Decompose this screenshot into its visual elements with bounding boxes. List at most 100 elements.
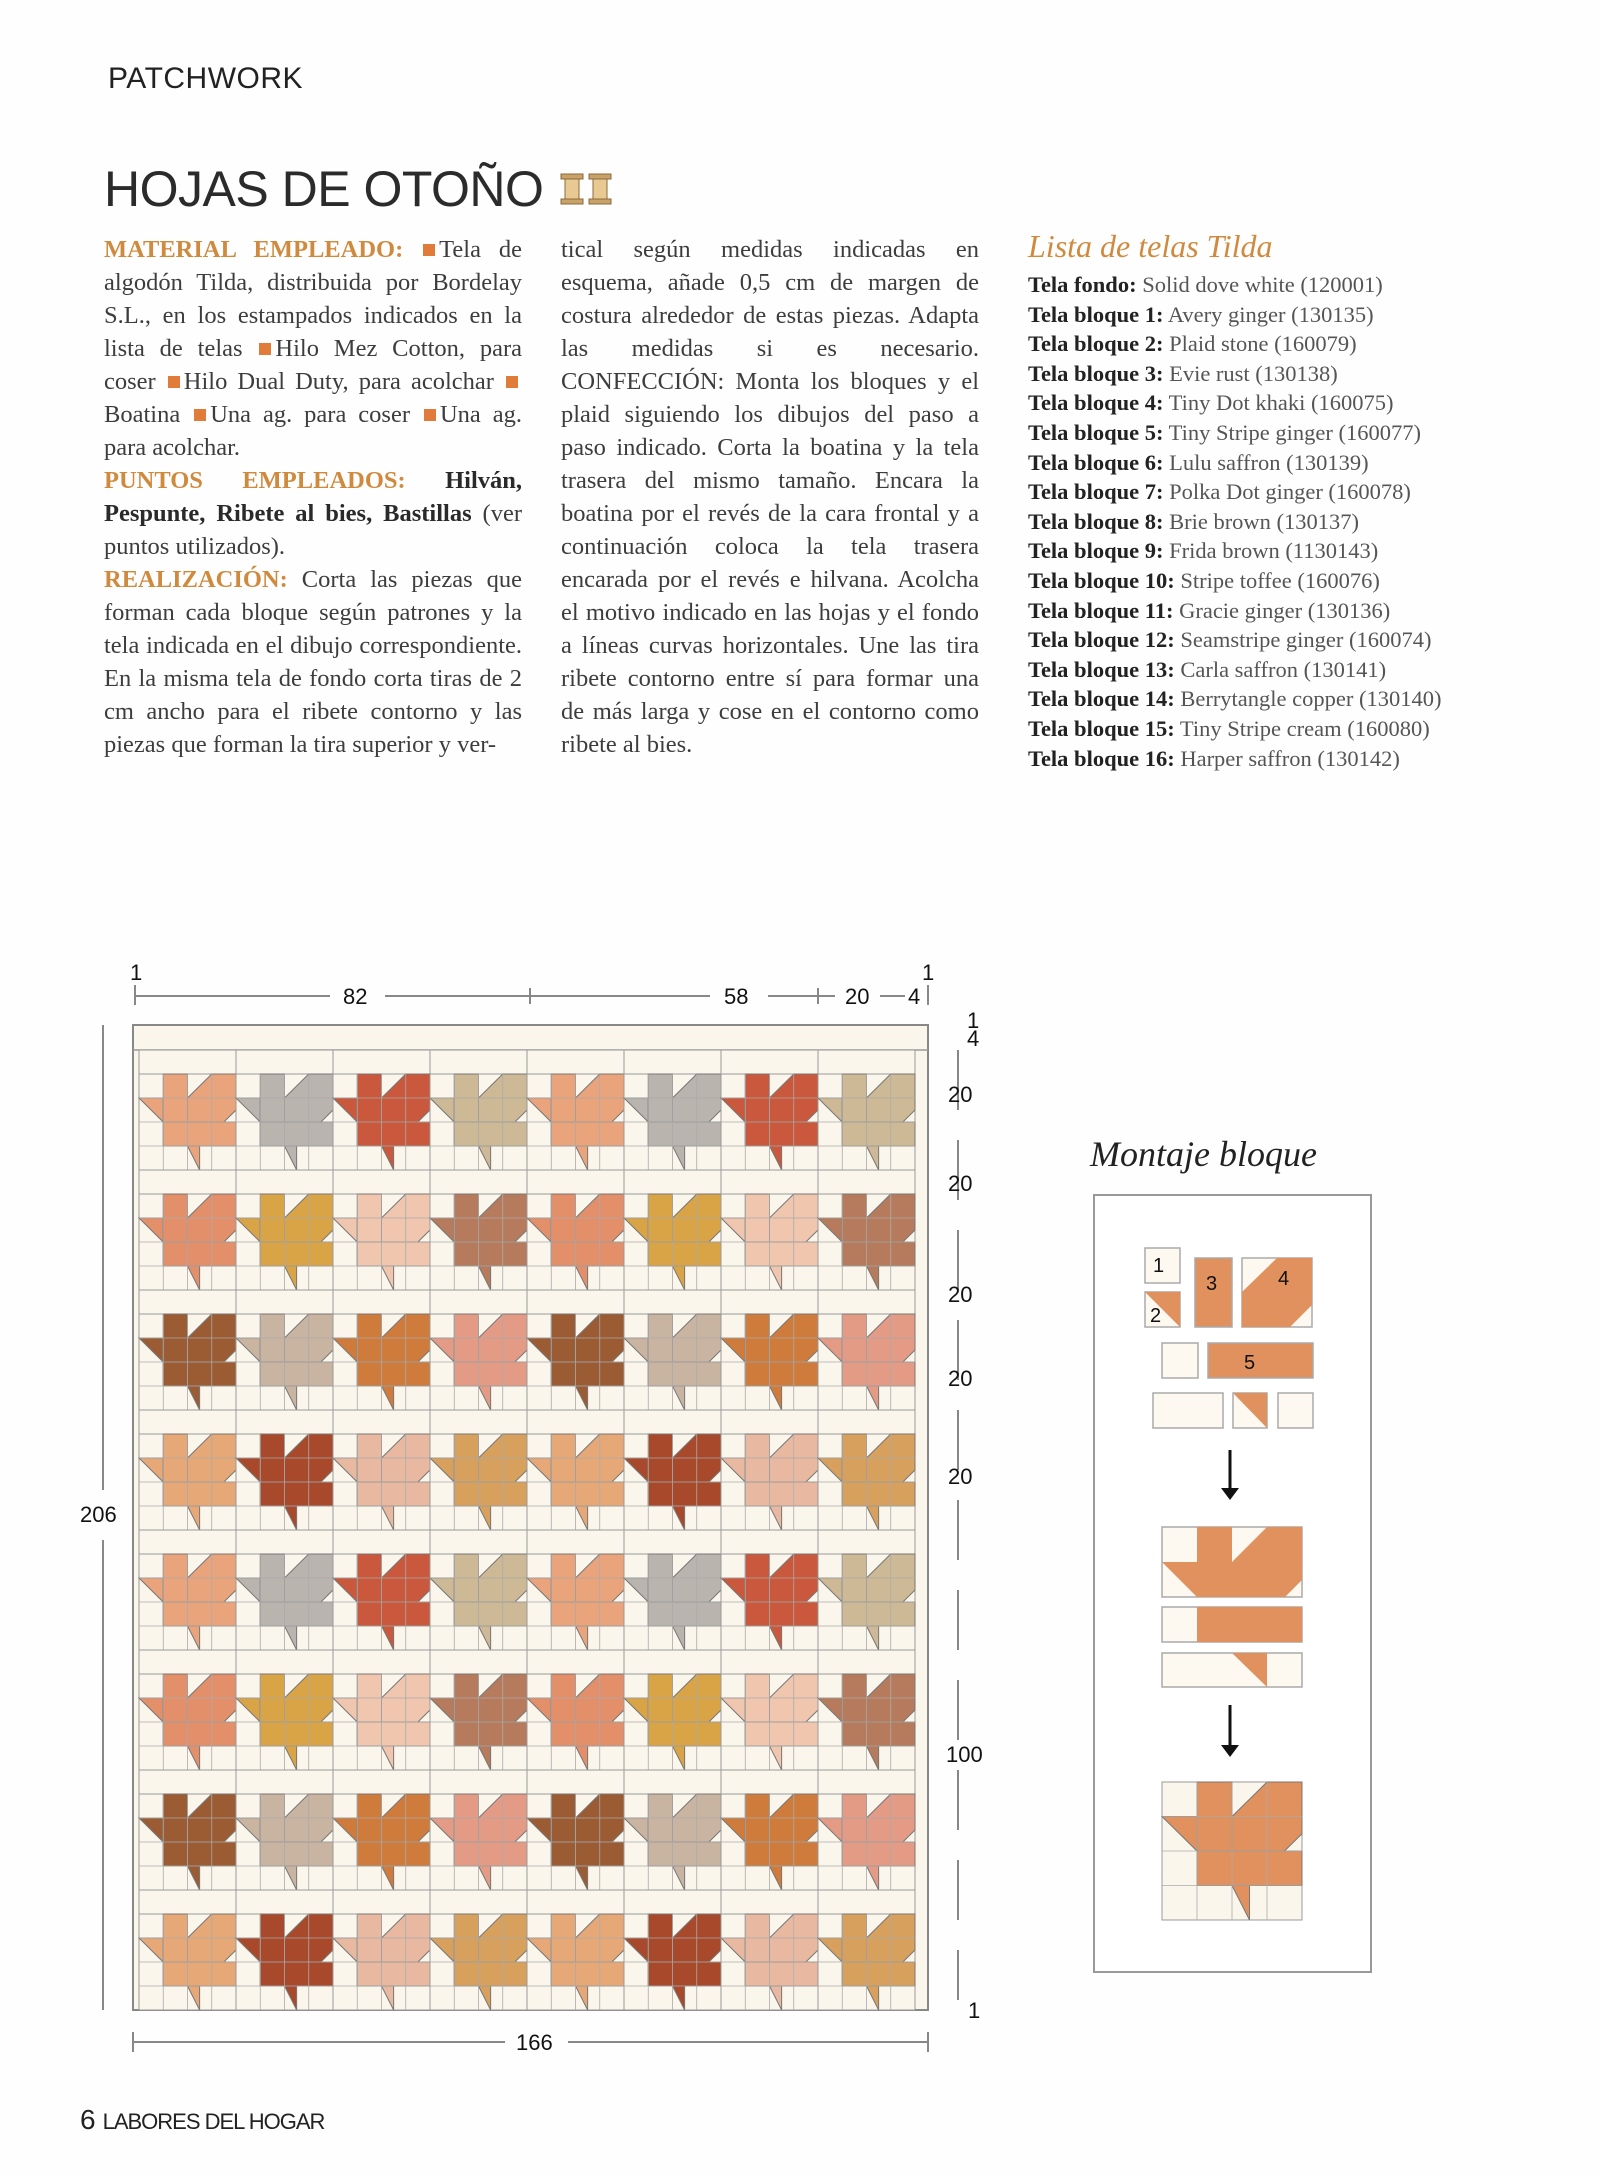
fabric-value: Stripe toffee (160076) — [1180, 567, 1380, 593]
leaf-piece-5 — [647, 1961, 722, 1987]
fabric-value: Avery ginger (130135) — [1167, 301, 1374, 327]
leaf-piece-5 — [744, 1481, 819, 1507]
sashing-strip — [429, 1169, 528, 1195]
dim-top-1b: 1 — [922, 960, 934, 985]
quilt-block — [428, 1409, 528, 1531]
fabric-value: Frida brown (1130143) — [1169, 538, 1379, 564]
fabric-label: Tela bloque 11: — [1028, 597, 1174, 623]
sashing-strip — [720, 1289, 819, 1315]
sashing-strip — [429, 1049, 528, 1075]
leaf-piece-5 — [356, 1961, 431, 1987]
leaf-piece-5 — [356, 1841, 431, 1867]
fabric-item: Tela bloque 11: Gracie ginger (130136) — [1028, 596, 1458, 626]
quilt-diagram — [132, 1024, 929, 2011]
quilt-block — [428, 1169, 528, 1291]
dim-top-58: 58 — [724, 984, 748, 1009]
fabric-label: Tela bloque 15: — [1028, 715, 1175, 741]
sashing-strip — [526, 1169, 625, 1195]
assembled-row-3 — [1161, 1652, 1303, 1688]
leaf-piece-5 — [550, 1601, 625, 1627]
sashing-strip — [817, 1409, 916, 1435]
quilt-block — [816, 1049, 916, 1171]
fabric-item: Tela bloque 9: Frida brown (1130143) — [1028, 536, 1458, 566]
leaf-piece-5 — [744, 1841, 819, 1867]
quilt-block — [525, 1409, 625, 1531]
dim-right: 1 — [967, 1008, 979, 1033]
quilt-block — [622, 1649, 722, 1771]
quilt-block — [234, 1889, 334, 2011]
quilt-block — [622, 1529, 722, 1651]
sashing-strip — [623, 1529, 722, 1555]
quilt-block — [525, 1889, 625, 2011]
piece-number: 3 — [1206, 1273, 1217, 1295]
sashing-strip — [526, 1649, 625, 1675]
quilt-block — [622, 1409, 722, 1531]
sashing-strip — [623, 1649, 722, 1675]
montaje-title: Montaje bloque — [1090, 1134, 1317, 1174]
leaf-piece-5 — [841, 1361, 916, 1387]
leaf-piece-5 — [744, 1961, 819, 1987]
leaf-piece-5 — [550, 1841, 625, 1867]
leaf-piece-5 — [550, 1361, 625, 1387]
quilt-block — [622, 1769, 722, 1891]
dim-bottom-166: 166 — [516, 2030, 553, 2055]
dim-right: 4 — [967, 1026, 979, 1051]
leaf-piece-5 — [647, 1841, 722, 1867]
leaf-piece-5 — [647, 1601, 722, 1627]
fabric-value: Carla saffron (130141) — [1180, 656, 1387, 682]
final-leaf-piece-5 — [1196, 1850, 1303, 1886]
sashing-strip — [138, 1889, 237, 1915]
quilt-block — [331, 1889, 431, 2011]
fabric-item: Tela bloque 8: Brie brown (130137) — [1028, 507, 1458, 537]
leaf-piece-5 — [162, 1241, 237, 1267]
sashing-strip — [623, 1409, 722, 1435]
dim-left-206: 206 — [80, 1502, 117, 1527]
sashing-strip — [235, 1169, 334, 1195]
bullet-square-icon — [423, 244, 436, 256]
quilt-block — [719, 1889, 819, 2011]
quilt-block — [816, 1769, 916, 1891]
leaf-piece-5 — [453, 1121, 528, 1147]
fabric-label: Tela bloque 10: — [1028, 567, 1175, 593]
sashing-strip — [429, 1649, 528, 1675]
fabric-label: Tela bloque 6: — [1028, 449, 1164, 475]
fabric-label: Tela bloque 16: — [1028, 745, 1175, 771]
fabric-label: Tela bloque 8: — [1028, 508, 1164, 534]
sashing-strip — [138, 1169, 237, 1195]
fabric-item: Tela bloque 7: Polka Dot ginger (160078) — [1028, 477, 1458, 507]
quilt-block — [816, 1889, 916, 2011]
quilt-block — [622, 1049, 722, 1171]
leaf-piece-5 — [550, 1241, 625, 1267]
leaf-piece-5 — [841, 1961, 916, 1987]
text-column-2: tical según medidas indicadas en esquema… — [561, 233, 979, 761]
sashing-strip — [817, 1769, 916, 1795]
fabric-value: Gracie ginger (130136) — [1179, 597, 1391, 623]
sashing-strip — [332, 1289, 431, 1315]
piece-number: 1 — [1153, 1255, 1164, 1277]
fabric-item: Tela bloque 10: Stripe toffee (160076) — [1028, 566, 1458, 596]
quilt-block — [719, 1649, 819, 1771]
sashing-strip — [235, 1889, 334, 1915]
quilt-block — [234, 1649, 334, 1771]
leaf-piece-5 — [453, 1601, 528, 1627]
piece-number: 4 — [1278, 1268, 1289, 1290]
fabric-item: Tela fondo: Solid dove white (120001) — [1028, 270, 1458, 300]
quilt-block — [137, 1529, 237, 1651]
leaf-piece-5 — [259, 1121, 334, 1147]
leaf-piece-5 — [259, 1961, 334, 1987]
fabric-value: Lulu saffron (130139) — [1169, 449, 1369, 475]
sashing-strip — [235, 1769, 334, 1795]
sashing-strip — [235, 1529, 334, 1555]
sashing-strip — [526, 1769, 625, 1795]
sashing-strip — [429, 1769, 528, 1795]
piece-2-fabric — [1145, 1292, 1180, 1327]
puntos-label: PUNTOS EMPLEADOS: — [104, 467, 406, 494]
quilt-block — [719, 1769, 819, 1891]
quilt-block — [331, 1169, 431, 1291]
material-item: Hilo Mez Cotton, para coser — [104, 335, 522, 395]
quilt-block — [137, 1649, 237, 1771]
bullet-square-icon — [506, 376, 518, 388]
quilt-block — [622, 1889, 722, 2011]
fabric-label: Tela bloque 2: — [1028, 331, 1164, 357]
dim-right: 1 — [968, 1998, 980, 2023]
